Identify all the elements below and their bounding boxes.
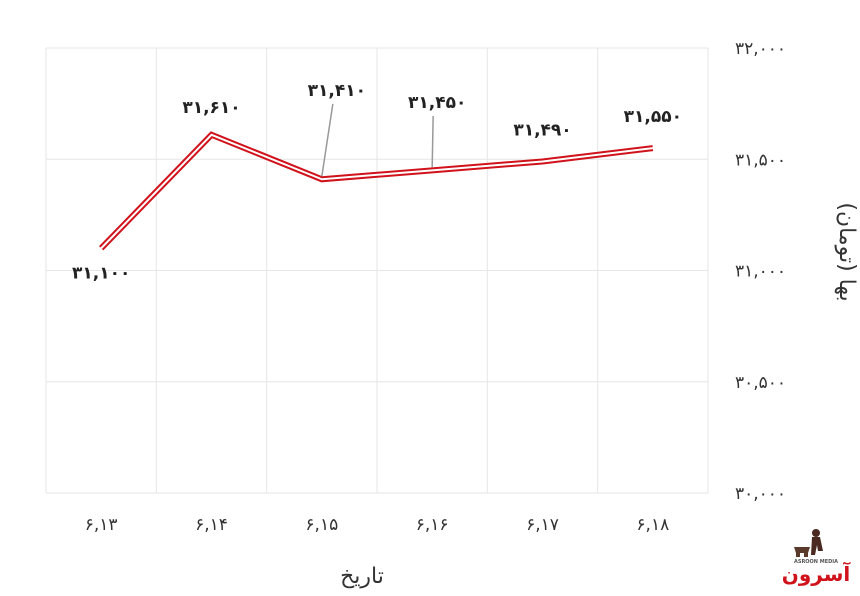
asroon-logo: ASROON MEDIA آسرون xyxy=(782,529,852,586)
y-tick-label: ۳۰,۵۰۰ xyxy=(735,373,786,393)
y-tick-label: ۳۰,۰۰۰ xyxy=(735,484,786,504)
x-tick-label: ۶,۱۴ xyxy=(195,515,228,535)
logo-figure-icon xyxy=(794,529,823,557)
x-tick-label: ۶,۱۵ xyxy=(305,515,338,535)
series-line-inner xyxy=(100,133,653,249)
data-label-leader xyxy=(431,115,434,168)
series-layer xyxy=(99,131,654,251)
x-tick-label: ۶,۱۶ xyxy=(416,515,449,535)
x-axis-ticks: ۶,۱۳ ۶,۱۴ ۶,۱۵ ۶,۱۶ ۶,۱۷ ۶,۱۸ xyxy=(85,515,669,535)
x-axis-title: تاریخ xyxy=(340,564,384,589)
data-label: ۳۱,۵۵۰ xyxy=(624,107,682,127)
x-tick-label: ۶,۱۳ xyxy=(85,515,118,535)
data-label: ۳۱,۱۰۰ xyxy=(72,263,130,283)
data-label: ۳۱,۶۱۰ xyxy=(182,98,240,118)
data-label: ۳۱,۴۵۰ xyxy=(408,93,466,113)
x-tick-label: ۶,۱۷ xyxy=(526,515,559,535)
x-tick-label: ۶,۱۸ xyxy=(636,515,669,535)
logo-subtext: ASROON MEDIA xyxy=(794,559,838,565)
y-tick-label: ۳۱,۵۰۰ xyxy=(735,150,786,170)
y-axis-title: بها (تومان) xyxy=(834,202,859,301)
data-label: ۳۱,۴۱۰ xyxy=(308,81,366,101)
data-label: ۳۱,۴۹۰ xyxy=(513,120,571,140)
logo-text: آسرون xyxy=(782,561,852,586)
grid xyxy=(45,47,709,494)
y-axis-ticks: ۳۰,۰۰۰ ۳۰,۵۰۰ ۳۱,۰۰۰ ۳۱,۵۰۰ ۳۲,۰۰۰ xyxy=(735,39,786,504)
data-label-leader xyxy=(321,103,334,177)
data-labels: ۳۱,۱۰۰ ۳۱,۶۱۰ ۳۱,۴۱۰ ۳۱,۴۵۰ ۳۱,۴۹۰ ۳۱,۵۵۰ xyxy=(72,81,682,283)
y-tick-label: ۳۲,۰۰۰ xyxy=(735,39,786,59)
y-tick-label: ۳۱,۰۰۰ xyxy=(735,262,786,282)
